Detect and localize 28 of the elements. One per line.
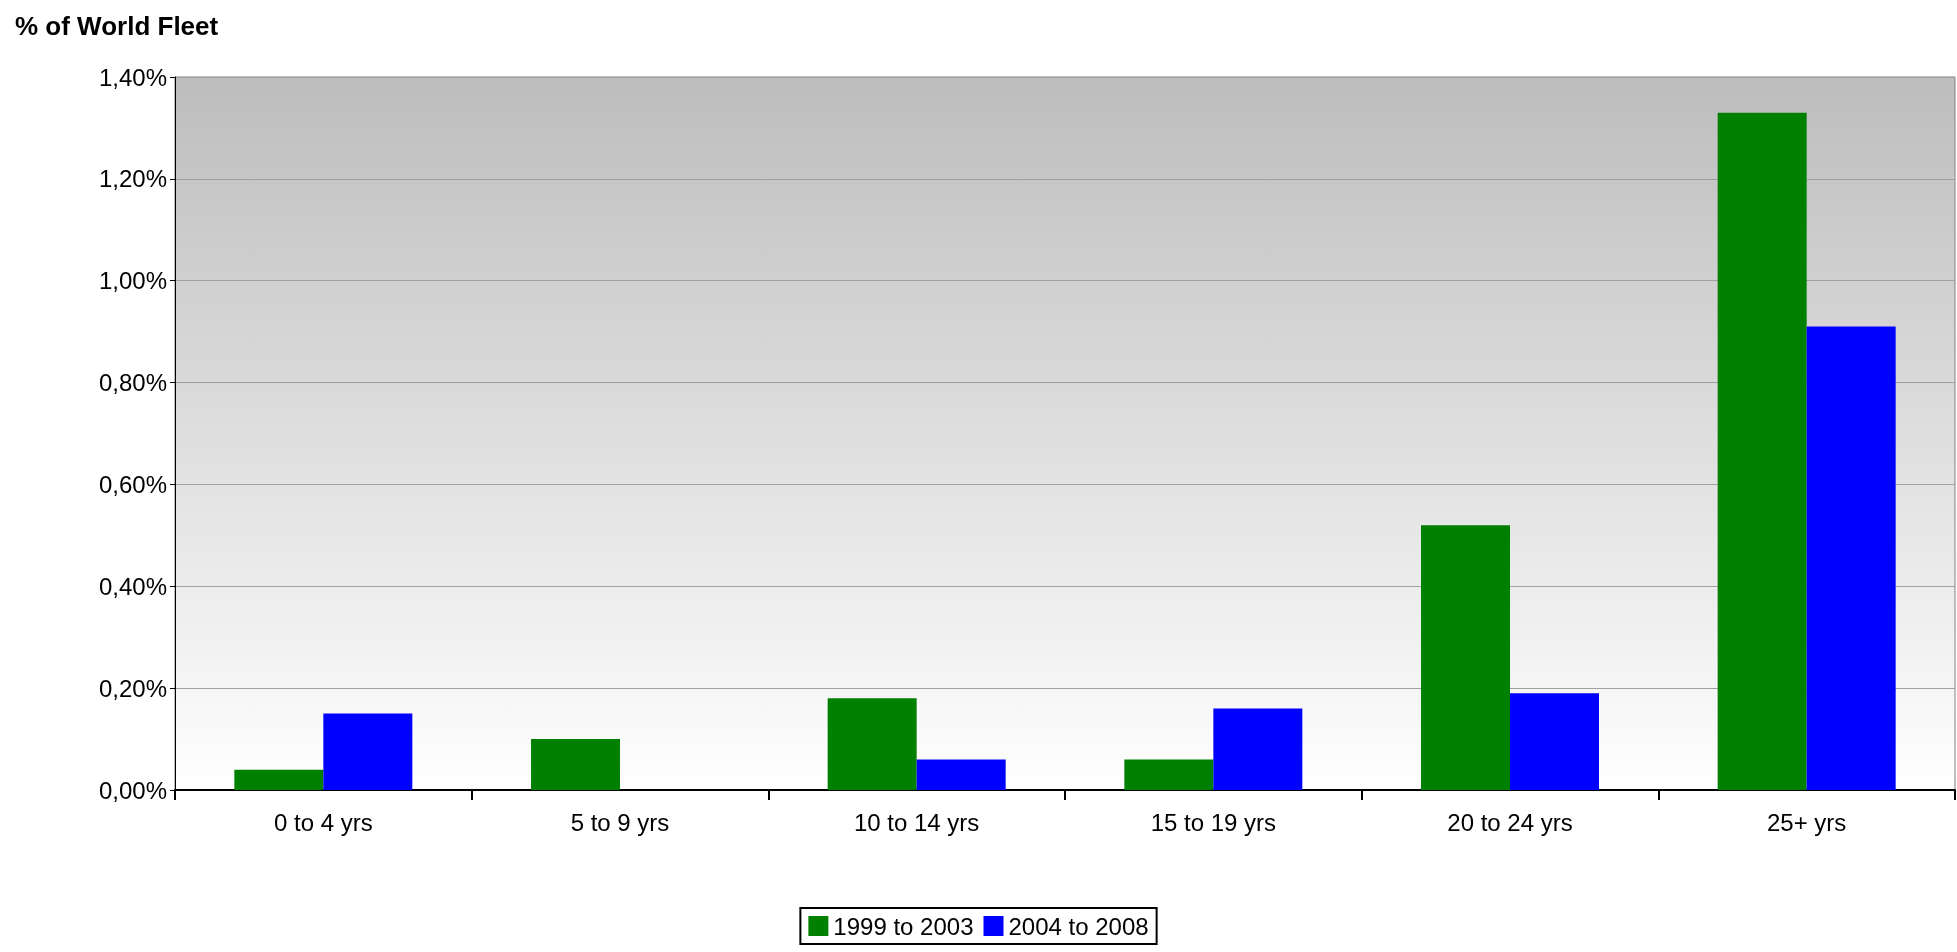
y-tick-label: 1,00% [98, 267, 167, 295]
bar [1510, 693, 1599, 790]
bar [827, 698, 917, 790]
x-tick-label: 15 to 19 yrs [1150, 808, 1277, 836]
x-tick-label: 25+ yrs [1766, 808, 1847, 836]
y-tick-label: 0,40% [98, 572, 167, 600]
bar [916, 759, 1006, 790]
y-tick-label: 1,40% [98, 63, 167, 91]
y-tick-label: 1,20% [98, 165, 167, 193]
legend-label: 1999 to 2003 [833, 912, 974, 940]
y-tick-label: 0,80% [98, 369, 167, 397]
bar [1806, 326, 1896, 790]
legend-label: 2004 to 2008 [1008, 912, 1149, 940]
bar [531, 739, 620, 790]
bar [234, 769, 324, 790]
bar [1124, 759, 1214, 790]
y-tick-label: 0,00% [98, 776, 167, 804]
x-tick-label: 10 to 14 yrs [853, 808, 980, 836]
bar [1213, 708, 1303, 790]
y-tick-label: 0,20% [98, 674, 167, 702]
x-tick-label: 20 to 24 yrs [1447, 808, 1573, 836]
y-tick-label: 0,60% [98, 470, 167, 498]
y-axis-title: % of World Fleet [15, 11, 219, 41]
bar [1717, 112, 1807, 790]
x-tick-label: 0 to 4 yrs [273, 808, 373, 836]
x-tick-label: 5 to 9 yrs [570, 808, 670, 836]
bar [323, 713, 413, 790]
bar [1421, 525, 1510, 790]
